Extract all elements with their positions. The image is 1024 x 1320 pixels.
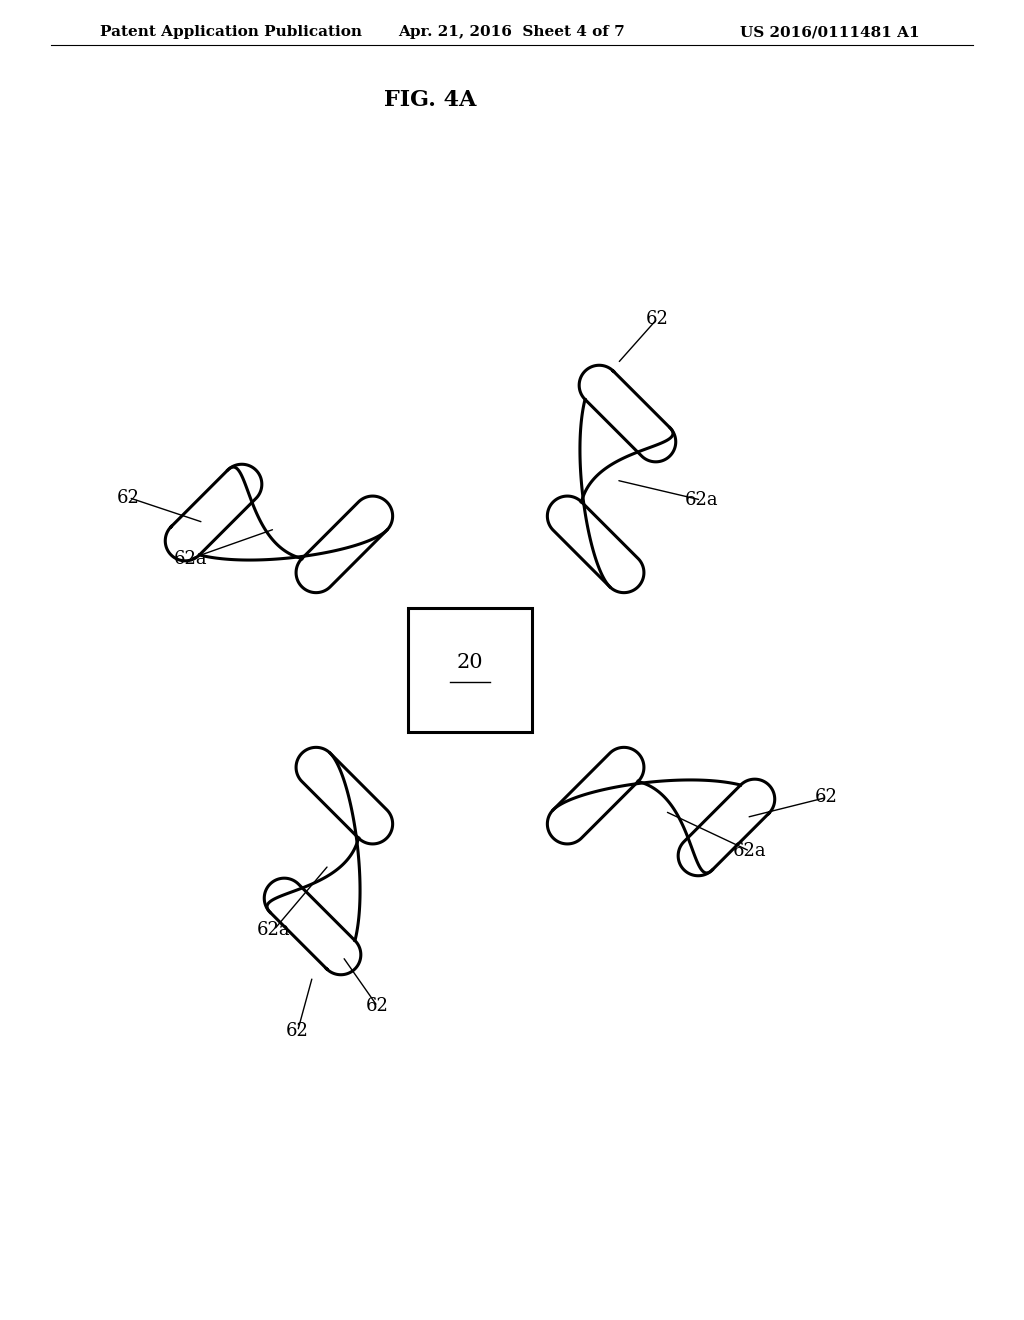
Text: 62: 62: [646, 310, 669, 327]
Text: 62: 62: [815, 788, 838, 807]
Text: US 2016/0111481 A1: US 2016/0111481 A1: [740, 25, 920, 40]
Text: 62: 62: [117, 488, 140, 507]
Text: Apr. 21, 2016  Sheet 4 of 7: Apr. 21, 2016 Sheet 4 of 7: [398, 25, 626, 40]
Text: FIG. 4A: FIG. 4A: [384, 88, 476, 111]
Text: 62a: 62a: [257, 921, 291, 939]
Text: Patent Application Publication: Patent Application Publication: [100, 25, 362, 40]
Text: 62: 62: [286, 1023, 309, 1040]
Text: 62a: 62a: [684, 491, 718, 510]
Text: 62a: 62a: [173, 550, 207, 568]
Text: 62a: 62a: [733, 842, 767, 861]
Text: 62: 62: [367, 998, 389, 1015]
Text: 20: 20: [457, 652, 483, 672]
